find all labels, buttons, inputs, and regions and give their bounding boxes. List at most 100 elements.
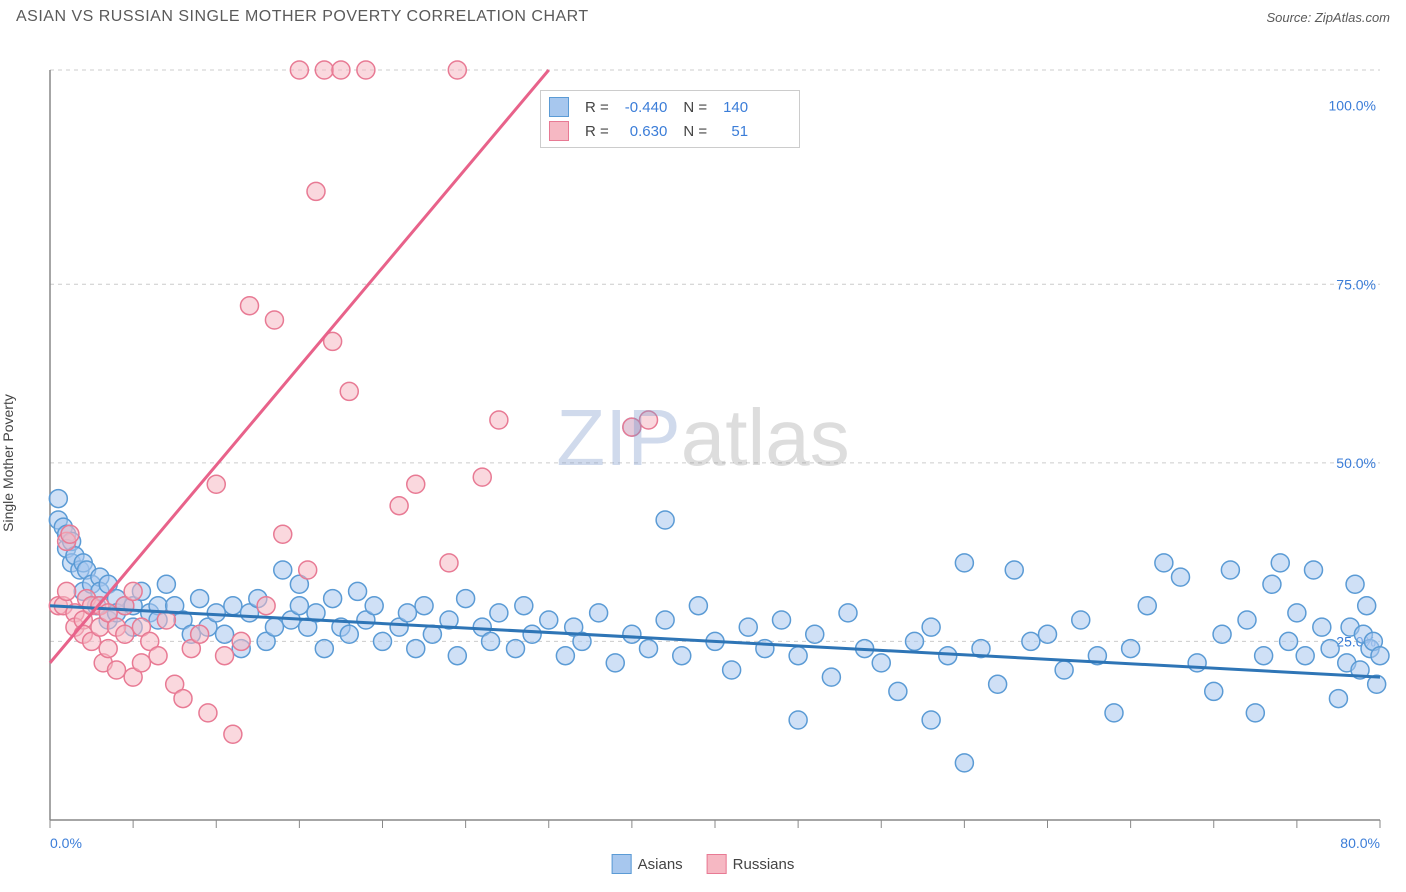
data-point (1371, 647, 1389, 665)
data-point (1358, 597, 1376, 615)
series-swatch (549, 121, 569, 141)
series-swatch (549, 97, 569, 117)
data-point (1280, 632, 1298, 650)
data-point (357, 61, 375, 79)
data-point (673, 647, 691, 665)
data-point (1022, 632, 1040, 650)
data-point (216, 625, 234, 643)
data-point (1172, 568, 1190, 586)
data-point (349, 582, 367, 600)
data-point (1005, 561, 1023, 579)
data-point (232, 632, 250, 650)
svg-text:0.0%: 0.0% (50, 835, 82, 851)
data-point (739, 618, 757, 636)
data-point (340, 382, 358, 400)
data-point (290, 597, 308, 615)
data-point (448, 61, 466, 79)
stats-row: R =0.630N =51 (541, 119, 756, 143)
chart-area: Single Mother Poverty 0.0%80.0%25.0%50.0… (0, 30, 1406, 880)
data-point (806, 625, 824, 643)
data-point (1213, 625, 1231, 643)
data-point (872, 654, 890, 672)
data-point (207, 475, 225, 493)
data-point (340, 625, 358, 643)
data-point (108, 661, 126, 679)
data-point (157, 575, 175, 593)
data-point (1238, 611, 1256, 629)
data-point (1313, 618, 1331, 636)
data-point (407, 640, 425, 658)
data-point (1321, 640, 1339, 658)
data-point (315, 61, 333, 79)
data-point (124, 582, 142, 600)
stats-row: R =-0.440N =140 (541, 95, 756, 119)
data-point (191, 590, 209, 608)
legend-item: Russians (707, 854, 795, 874)
y-axis-label: Single Mother Poverty (0, 394, 16, 532)
data-point (922, 618, 940, 636)
data-point (473, 468, 491, 486)
legend-label: Russians (733, 856, 795, 873)
data-point (889, 682, 907, 700)
data-point (822, 668, 840, 686)
data-point (1255, 647, 1273, 665)
data-point (1138, 597, 1156, 615)
data-point (540, 611, 558, 629)
data-point (482, 632, 500, 650)
data-point (324, 590, 342, 608)
series-swatch (707, 854, 727, 874)
data-point (99, 640, 117, 658)
legend-item: Asians (612, 854, 683, 874)
data-point (523, 625, 541, 643)
data-point (448, 647, 466, 665)
data-point (132, 654, 150, 672)
data-point (989, 675, 1007, 693)
data-point (656, 511, 674, 529)
data-point (440, 554, 458, 572)
data-point (623, 418, 641, 436)
svg-text:100.0%: 100.0% (1329, 98, 1376, 114)
data-point (224, 597, 242, 615)
data-point (390, 497, 408, 515)
data-point (1039, 625, 1057, 643)
data-point (398, 604, 416, 622)
correlation-stats-box: R =-0.440N =140R =0.630N =51 (540, 90, 800, 148)
data-point (955, 754, 973, 772)
data-point (1205, 682, 1223, 700)
data-point (315, 640, 333, 658)
data-point (216, 647, 234, 665)
svg-text:80.0%: 80.0% (1340, 835, 1380, 851)
data-point (274, 561, 292, 579)
data-point (1221, 561, 1239, 579)
data-point (257, 597, 275, 615)
legend-label: Asians (638, 856, 683, 873)
data-point (265, 618, 283, 636)
data-point (61, 525, 79, 543)
data-point (224, 725, 242, 743)
data-point (773, 611, 791, 629)
data-point (556, 647, 574, 665)
data-point (199, 704, 217, 722)
data-point (1155, 554, 1173, 572)
data-point (1329, 690, 1347, 708)
data-point (174, 690, 192, 708)
data-point (590, 604, 608, 622)
data-point (640, 640, 658, 658)
data-point (606, 654, 624, 672)
data-point (723, 661, 741, 679)
series-legend: Asians Russians (612, 854, 795, 874)
data-point (1271, 554, 1289, 572)
data-point (789, 647, 807, 665)
data-point (58, 582, 76, 600)
data-point (274, 525, 292, 543)
data-point (332, 61, 350, 79)
data-point (490, 411, 508, 429)
data-point (1072, 611, 1090, 629)
data-point (1346, 575, 1364, 593)
data-point (1305, 561, 1323, 579)
data-point (265, 311, 283, 329)
svg-text:50.0%: 50.0% (1336, 455, 1376, 471)
data-point (507, 640, 525, 658)
data-point (922, 711, 940, 729)
data-point (490, 604, 508, 622)
